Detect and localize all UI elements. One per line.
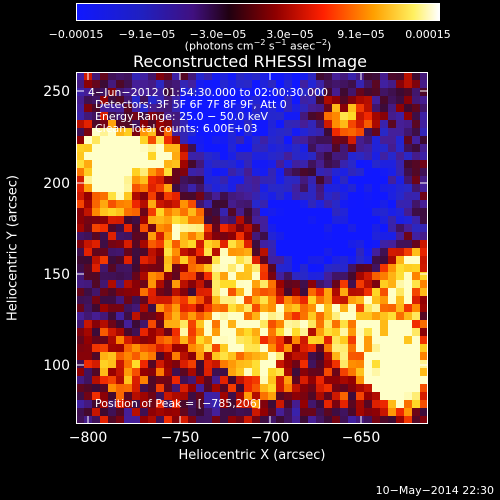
- unit-text: ): [327, 39, 332, 53]
- time-range-label: 4−Jun−2012 01:54:30.000 to 02:00:30.000: [88, 86, 328, 99]
- colorbar-tick-label: −9.1e−05: [118, 28, 176, 41]
- x-axis-label: Heliocentric X (arcsec): [178, 448, 326, 463]
- y-tick-label: 150: [43, 267, 70, 283]
- colorbar-tick-label: −0.00015: [48, 28, 104, 41]
- unit-exponent: −1: [274, 38, 287, 47]
- unit-text: asec: [286, 39, 316, 53]
- y-tick-label: 100: [43, 358, 70, 374]
- rhessi-image: [76, 72, 428, 424]
- unit-exponent: −2: [315, 38, 328, 47]
- x-tick-label: −750: [160, 430, 200, 446]
- detectors-label: Detectors: 3F 5F 6F 7F 8F 9F, Att 0: [95, 98, 287, 111]
- x-tick-label: −800: [68, 430, 108, 446]
- x-tick-label: −650: [341, 430, 381, 446]
- colorbar-tick-label: −3.0e−05: [189, 28, 247, 41]
- colorbar-tick-label: 9.1e−05: [337, 28, 385, 41]
- y-tick-label: 250: [43, 84, 70, 100]
- colorbar-unit-label: (photons cm−2 s−1 asec−2): [185, 38, 332, 53]
- unit-exponent: −2: [253, 38, 266, 47]
- plot-frame: [76, 72, 428, 424]
- image-pixels: [76, 72, 428, 424]
- footer-date: 10−May−2014 22:30: [375, 484, 494, 497]
- plot-title: Reconstructed RHESSI Image: [133, 52, 367, 71]
- colorbar: [76, 3, 440, 21]
- y-axis-label: Heliocentric Y (arcsec): [5, 175, 21, 321]
- peak-position-label: Position of Peak = [−785,206]: [95, 397, 262, 410]
- unit-text: (photons cm: [184, 39, 254, 53]
- algorithm-label: Clean Total counts: 6.00E+03: [95, 122, 258, 135]
- unit-text: s: [265, 39, 275, 53]
- colorbar-tick-label: 0.00015: [405, 28, 451, 41]
- energy-range-label: Energy Range: 25.0 − 50.0 keV: [95, 110, 269, 123]
- y-tick-label: 200: [43, 176, 70, 192]
- x-tick-label: −700: [250, 430, 290, 446]
- colorbar-tick-label: 3.0e−05: [266, 28, 314, 41]
- axis-ticks: [76, 72, 428, 424]
